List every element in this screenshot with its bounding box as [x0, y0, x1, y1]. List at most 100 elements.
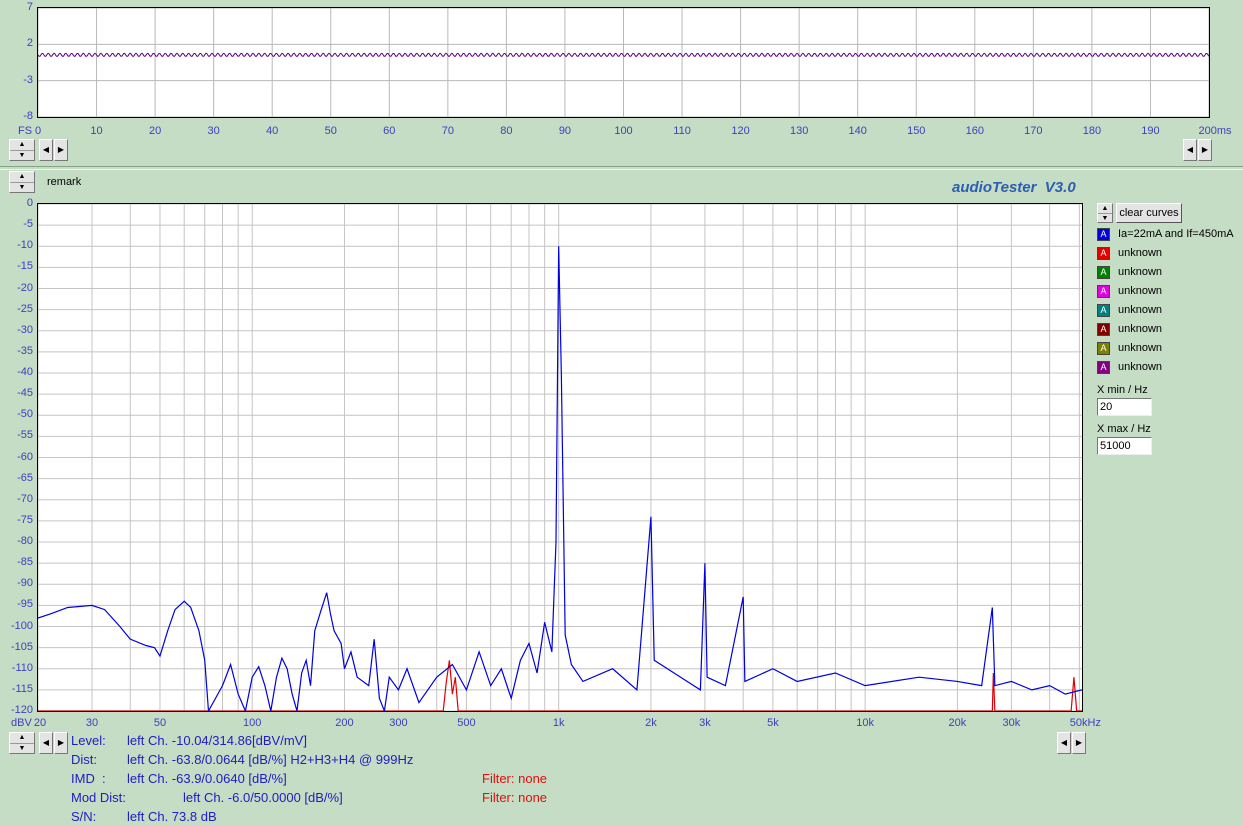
spectrum-y-tick: -65 — [17, 471, 33, 484]
scope-x-tick: 40 — [266, 125, 279, 137]
curve-color-icon[interactable]: A — [1097, 341, 1110, 355]
spin-down-icon[interactable]: ▼ — [18, 152, 26, 159]
curve-color-icon[interactable]: A — [1097, 265, 1110, 279]
spectrum-right-scroll-left-button[interactable]: ◀ — [1057, 732, 1071, 754]
spectrum-y-tick: -20 — [17, 281, 33, 294]
spin-up-icon[interactable]: ▲ — [1101, 205, 1109, 212]
imd-filter: Filter: none — [482, 771, 548, 786]
scope-right-scroll-right-button[interactable]: ▶ — [1198, 139, 1212, 161]
legend-item[interactable]: A Ia=22mA and If=450mA — [1097, 226, 1234, 242]
scope-y-tick: 7 — [26, 1, 33, 13]
spectrum-y-tick: -55 — [17, 429, 33, 442]
scope-y-spinner[interactable]: ▲ ▼ — [9, 139, 35, 161]
spin-up-icon[interactable]: ▲ — [18, 173, 26, 180]
xmin-label: X min / Hz — [1097, 384, 1148, 396]
scope-x-tick: 30 — [207, 125, 220, 137]
scope-x-tick: 170 — [1024, 125, 1043, 137]
spectrum-y-tick: -115 — [11, 682, 33, 695]
spectrum-right-scroll-right-button[interactable]: ▶ — [1072, 732, 1086, 754]
spectrum-series-line — [38, 246, 1082, 711]
spectrum-scroll-right-button[interactable]: ▶ — [54, 732, 68, 754]
spectrum-y-tick: -70 — [17, 492, 33, 505]
spectrum-x-tick: 50kHz — [1069, 717, 1101, 729]
scope-x-tick: 10 — [90, 125, 103, 137]
scope-x-tick: 130 — [789, 125, 809, 137]
scope-svg — [38, 8, 1209, 117]
remark-label: remark — [47, 176, 82, 188]
spectrum-y-tick: -60 — [17, 450, 33, 463]
scope-x-tick: 150 — [907, 125, 926, 137]
curve-color-icon[interactable]: A — [1097, 303, 1110, 317]
spectrum-y-unit: dBV — [11, 717, 32, 729]
spectrum-x-tick: 30 — [85, 717, 99, 729]
legend-item-label: unknown — [1118, 247, 1163, 259]
spectrum-x-tick: 5k — [767, 717, 779, 729]
curve-color-icon[interactable]: A — [1097, 322, 1110, 336]
legend-item-label: unknown — [1118, 323, 1163, 335]
scope-x-tick: 50 — [324, 125, 337, 137]
spectrum-x-tick: 30k — [1002, 717, 1021, 729]
curve-color-icon[interactable]: A — [1097, 246, 1110, 260]
curve-color-icon[interactable]: A — [1097, 227, 1110, 241]
spectrum-y-tick: -45 — [17, 387, 33, 400]
spectrum-y-tick: -110 — [11, 661, 33, 674]
scope-scroll-right-button[interactable]: ▶ — [54, 139, 68, 161]
spectrum-y-tick: 0 — [26, 197, 33, 209]
xmax-input[interactable]: 51000 — [1097, 437, 1152, 455]
spectrum-x-tick: 300 — [389, 717, 408, 729]
spectrum-x-tick: 1k — [552, 717, 565, 729]
scope-x-tick: 100 — [614, 125, 633, 137]
spectrum-x-tick: 10k — [856, 717, 875, 729]
spectrum-plot — [37, 203, 1083, 712]
scope-right-scroll-left-button[interactable]: ◀ — [1183, 139, 1197, 161]
remark-spinner[interactable]: ▲ ▼ — [9, 171, 35, 193]
scope-x-tick: 0 — [34, 125, 42, 137]
sn-label: S/N: — [71, 809, 97, 824]
curve-color-icon[interactable]: A — [1097, 284, 1110, 298]
scope-y-tick: -3 — [23, 73, 33, 86]
spectrum-y-spinner[interactable]: ▲ ▼ — [9, 732, 35, 754]
scope-scroll-left-button[interactable]: ◀ — [39, 139, 53, 161]
spectrum-y-tick: -25 — [17, 302, 33, 315]
spin-up-icon[interactable]: ▲ — [18, 141, 26, 148]
spectrum-y-tick: -120 — [10, 704, 33, 716]
spectrum-x-tick: 100 — [243, 717, 262, 729]
scope-x-prefix: FS — [18, 125, 33, 137]
spectrum-x-tick: 20 — [33, 717, 47, 729]
legend-spinner[interactable]: ▲ ▼ — [1097, 203, 1113, 223]
spin-up-icon[interactable]: ▲ — [18, 734, 26, 741]
spectrum-x-tick: 500 — [457, 717, 476, 729]
scope-y-tick: 2 — [26, 37, 33, 50]
spin-down-icon[interactable]: ▼ — [18, 745, 26, 752]
spectrum-x-tick: 2k — [645, 717, 657, 729]
clear-curves-button[interactable]: clear curves — [1116, 203, 1182, 223]
legend-item-label: Ia=22mA and If=450mA — [1118, 228, 1234, 240]
xmin-input[interactable]: 20 — [1097, 398, 1152, 416]
scope-x-tick: 190 — [1141, 125, 1160, 137]
scope-x-tick: 140 — [848, 125, 867, 137]
spectrum-y-tick: -105 — [10, 640, 33, 653]
spin-down-icon[interactable]: ▼ — [1101, 215, 1109, 222]
scope-x-tick: 200ms — [1198, 125, 1232, 137]
spin-down-icon[interactable]: ▼ — [18, 184, 26, 191]
imd-value: left Ch. -63.9/0.0640 [dB/%] — [127, 771, 287, 786]
scope-x-tick: 80 — [500, 125, 513, 137]
legend-item-label: unknown — [1118, 285, 1163, 297]
spectrum-svg — [38, 204, 1082, 711]
spectrum-scroll-left-button[interactable]: ◀ — [39, 732, 53, 754]
scope-x-tick: 180 — [1082, 125, 1102, 137]
spectrum-y-tick: -50 — [17, 408, 33, 421]
curve-color-icon[interactable]: A — [1097, 360, 1110, 374]
dist-value: left Ch. -63.8/0.0644 [dB/%] H2+H3+H4 @ … — [127, 752, 414, 767]
scope-x-tick: 20 — [148, 125, 162, 137]
spectrum-y-tick: -5 — [23, 218, 33, 231]
spectrum-x-tick: 20k — [948, 717, 967, 729]
spectrum-x-tick: 50 — [153, 717, 167, 729]
